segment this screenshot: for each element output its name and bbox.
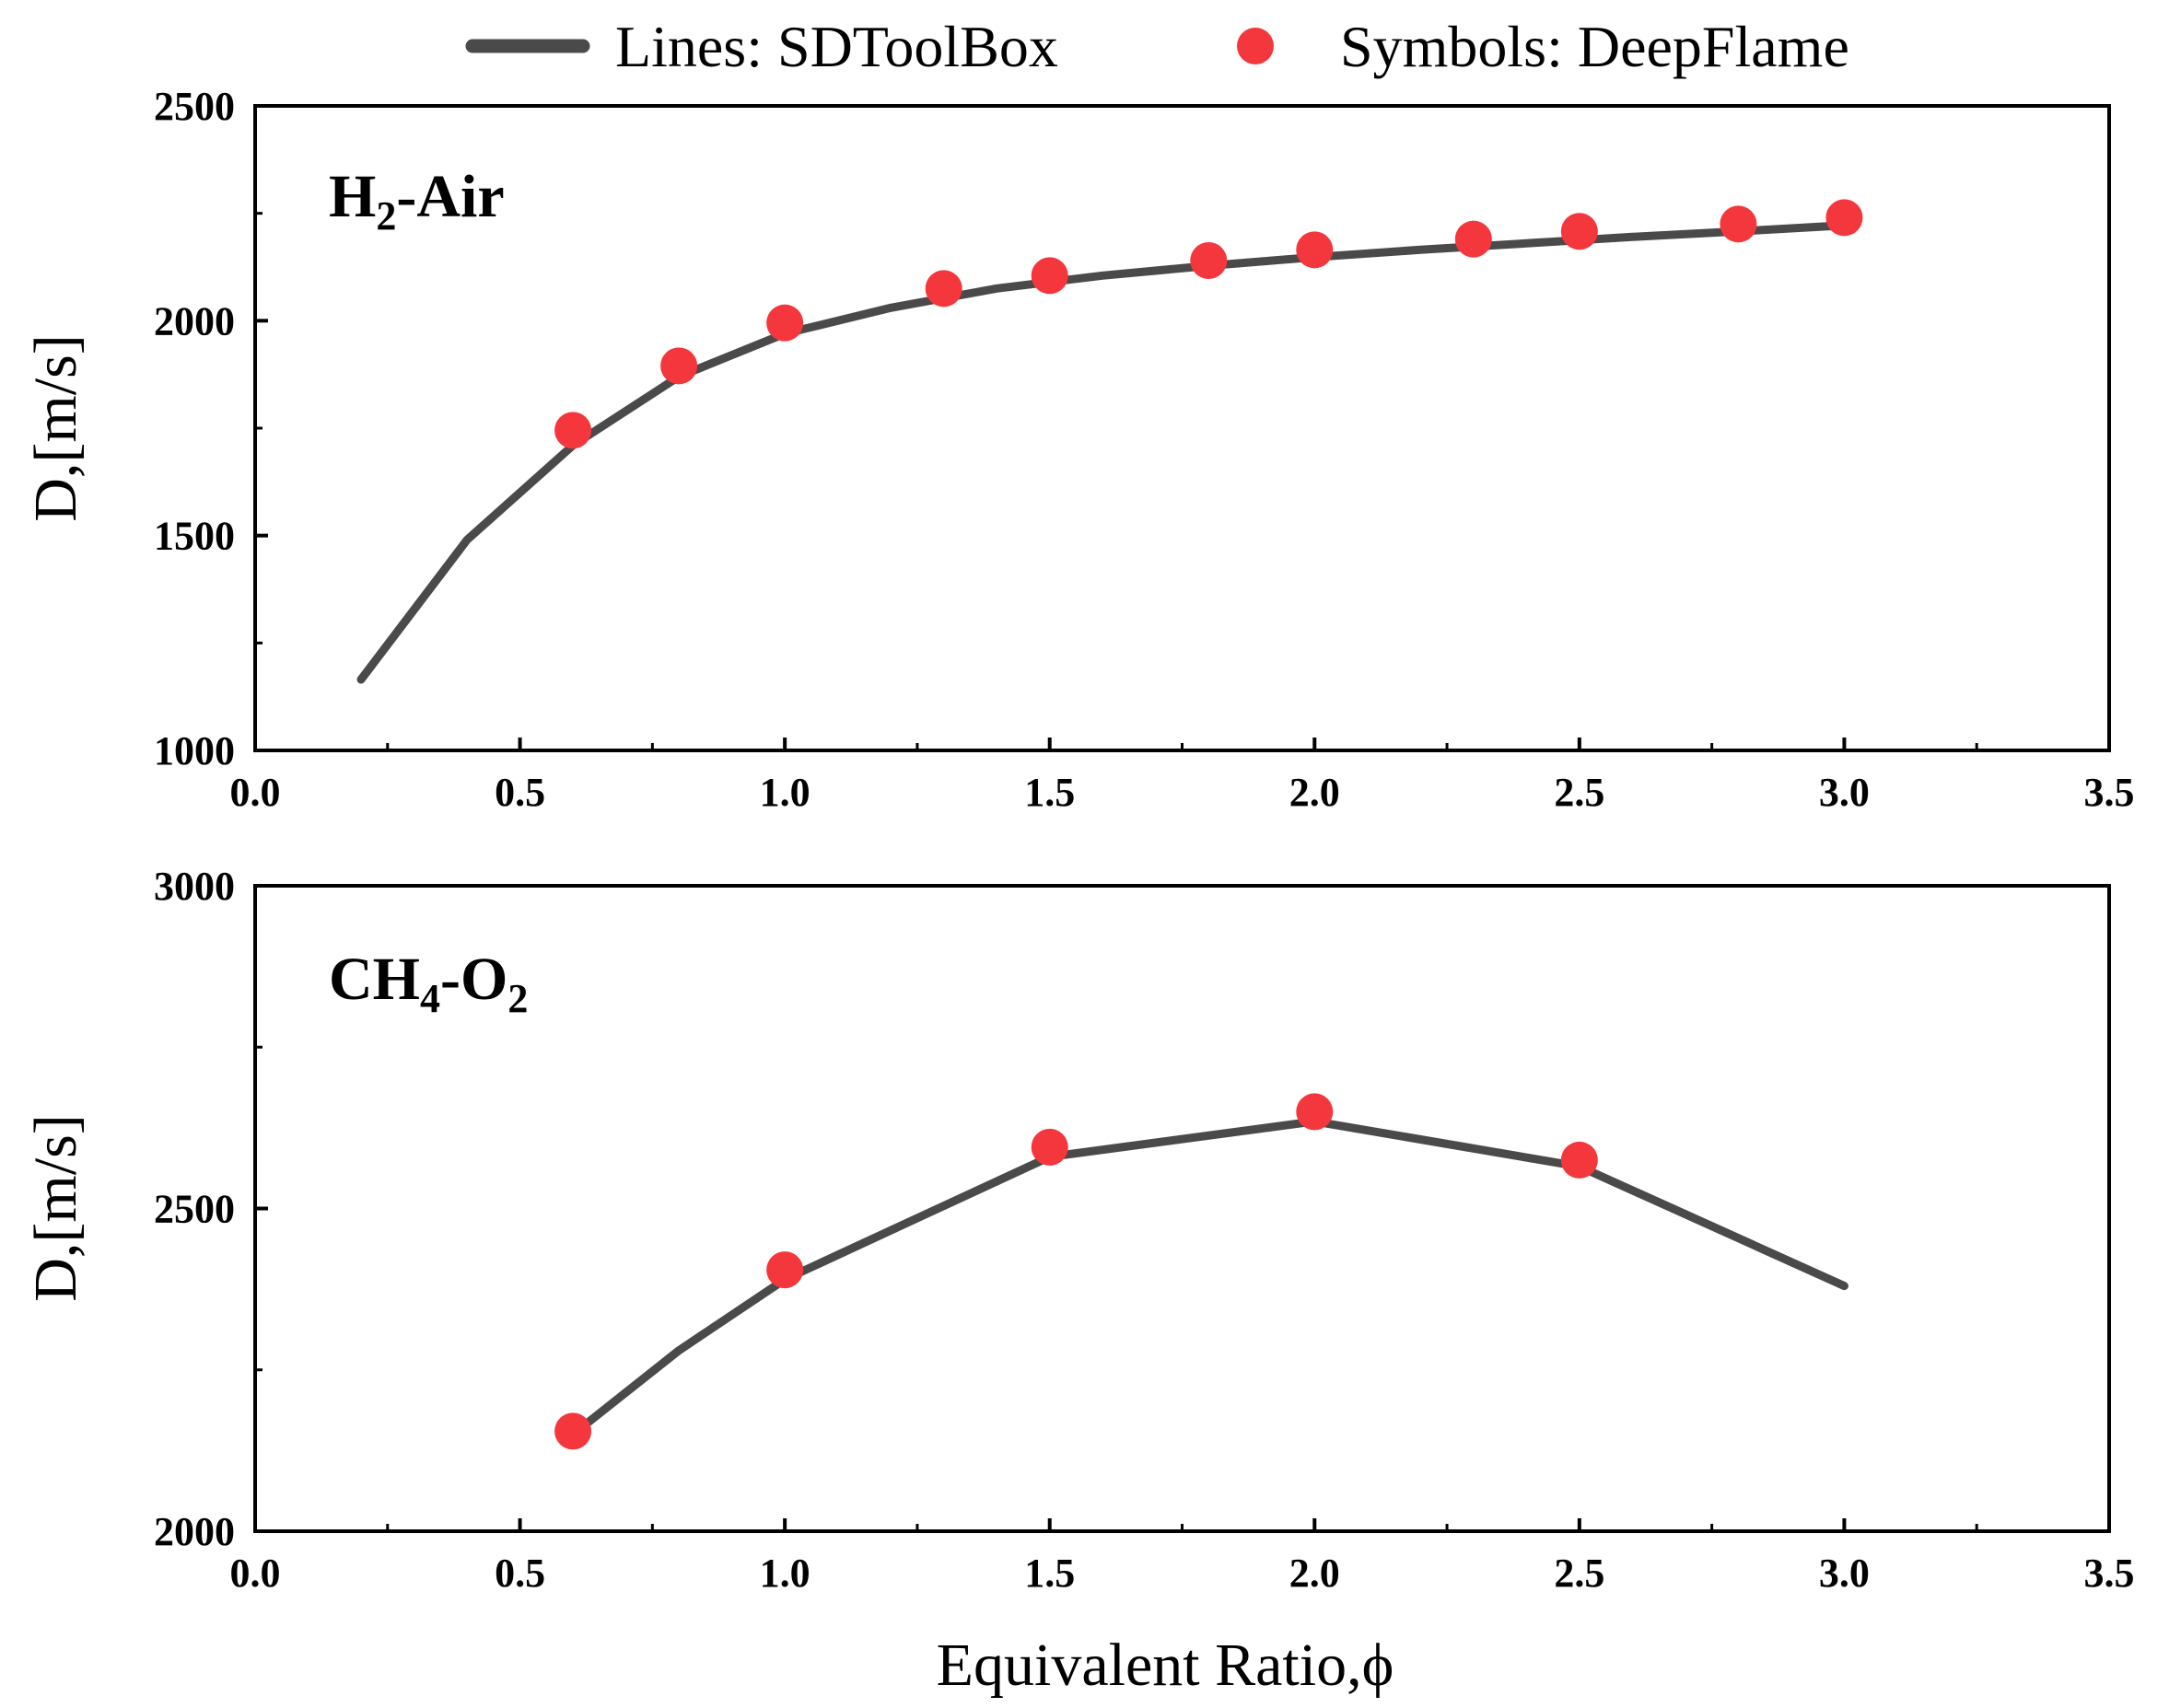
plot-frame [253, 884, 2111, 1533]
x-tick-label: 0.5 [495, 1551, 545, 1596]
data-point-deepflame [1296, 1093, 1334, 1131]
x-tick-label: 0.0 [230, 770, 281, 815]
x-tick-label: 0.5 [495, 770, 545, 815]
data-point-deepflame [925, 270, 962, 308]
legend-symbol-label: Symbols: DeepFlame [1340, 14, 1849, 79]
x-tick-label: 3.0 [1819, 1551, 1870, 1596]
panel-label-h2-air: H2-Air [329, 163, 505, 238]
x-tick-label: 1.5 [1024, 770, 1075, 815]
data-point-deepflame [1031, 1128, 1068, 1166]
x-tick-label: 0.0 [230, 1551, 281, 1596]
x-tick-label: 3.0 [1819, 770, 1870, 815]
legend-line-label: Lines: SDToolBox [615, 14, 1058, 79]
y-tick-label: 1500 [154, 514, 235, 559]
data-point-deepflame [766, 304, 804, 342]
data-point-deepflame [1560, 1141, 1598, 1179]
x-tick-label: 1.5 [1024, 1551, 1075, 1596]
x-tick-label: 3.5 [2084, 770, 2135, 815]
data-point-deepflame [1825, 199, 1863, 237]
series-line-sdtoolbox [356, 221, 1848, 684]
y-tick-label: 1000 [154, 728, 235, 773]
data-point-deepflame [1720, 205, 1757, 243]
legend: Lines: SDToolBox Symbols: DeepFlame [465, 14, 1849, 79]
data-point-deepflame [660, 347, 698, 385]
x-tick-label: 2.0 [1289, 1551, 1340, 1596]
y-axis-title-top: D,[m/s] [22, 334, 89, 521]
data-point-deepflame [1031, 257, 1068, 295]
y-tick-label: 2000 [154, 298, 235, 343]
y-tick-label: 2500 [154, 84, 235, 129]
x-tick-label: 3.5 [2084, 1551, 2135, 1596]
y-axis-title-bottom: D,[m/s] [22, 1114, 89, 1301]
plot-frame [253, 104, 2111, 752]
panel-ch4-o2: CH4-O2 D,[m/s] 0.0 0.5 1.0 1.5 2.0 2.5 3.0 3.5 2… [22, 864, 2135, 1596]
y-tick-label: 2000 [154, 1509, 235, 1554]
data-point-deepflame [1560, 213, 1598, 250]
panel-label-ch4-o2: CH4-O2 [329, 946, 528, 1021]
data-point-deepflame [1190, 242, 1228, 279]
y-tick-label: 2500 [154, 1187, 235, 1232]
data-point-deepflame [554, 1412, 592, 1450]
series-line-sdtoolbox [568, 1117, 1848, 1439]
data-point-deepflame [554, 412, 592, 449]
y-tick-label: 3000 [154, 864, 235, 909]
x-tick-label: 2.5 [1554, 1551, 1604, 1596]
data-point-deepflame [1296, 231, 1334, 269]
x-tick-label: 2.5 [1554, 770, 1604, 815]
x-axis-title: Equivalent Ratio,ϕ [937, 1632, 1394, 1699]
panel-h2-air: H2-Air D,[m/s] 0.0 0.5 1.0 1.5 2.0 2.5 3.0 3.5 1… [22, 84, 2135, 815]
data-point-deepflame [766, 1251, 804, 1289]
legend-marker-swatch [1237, 28, 1274, 64]
x-tick-label: 2.0 [1289, 770, 1340, 815]
x-tick-label: 1.0 [760, 1551, 810, 1596]
x-tick-label: 1.0 [760, 770, 810, 815]
data-point-deepflame [1454, 220, 1492, 258]
